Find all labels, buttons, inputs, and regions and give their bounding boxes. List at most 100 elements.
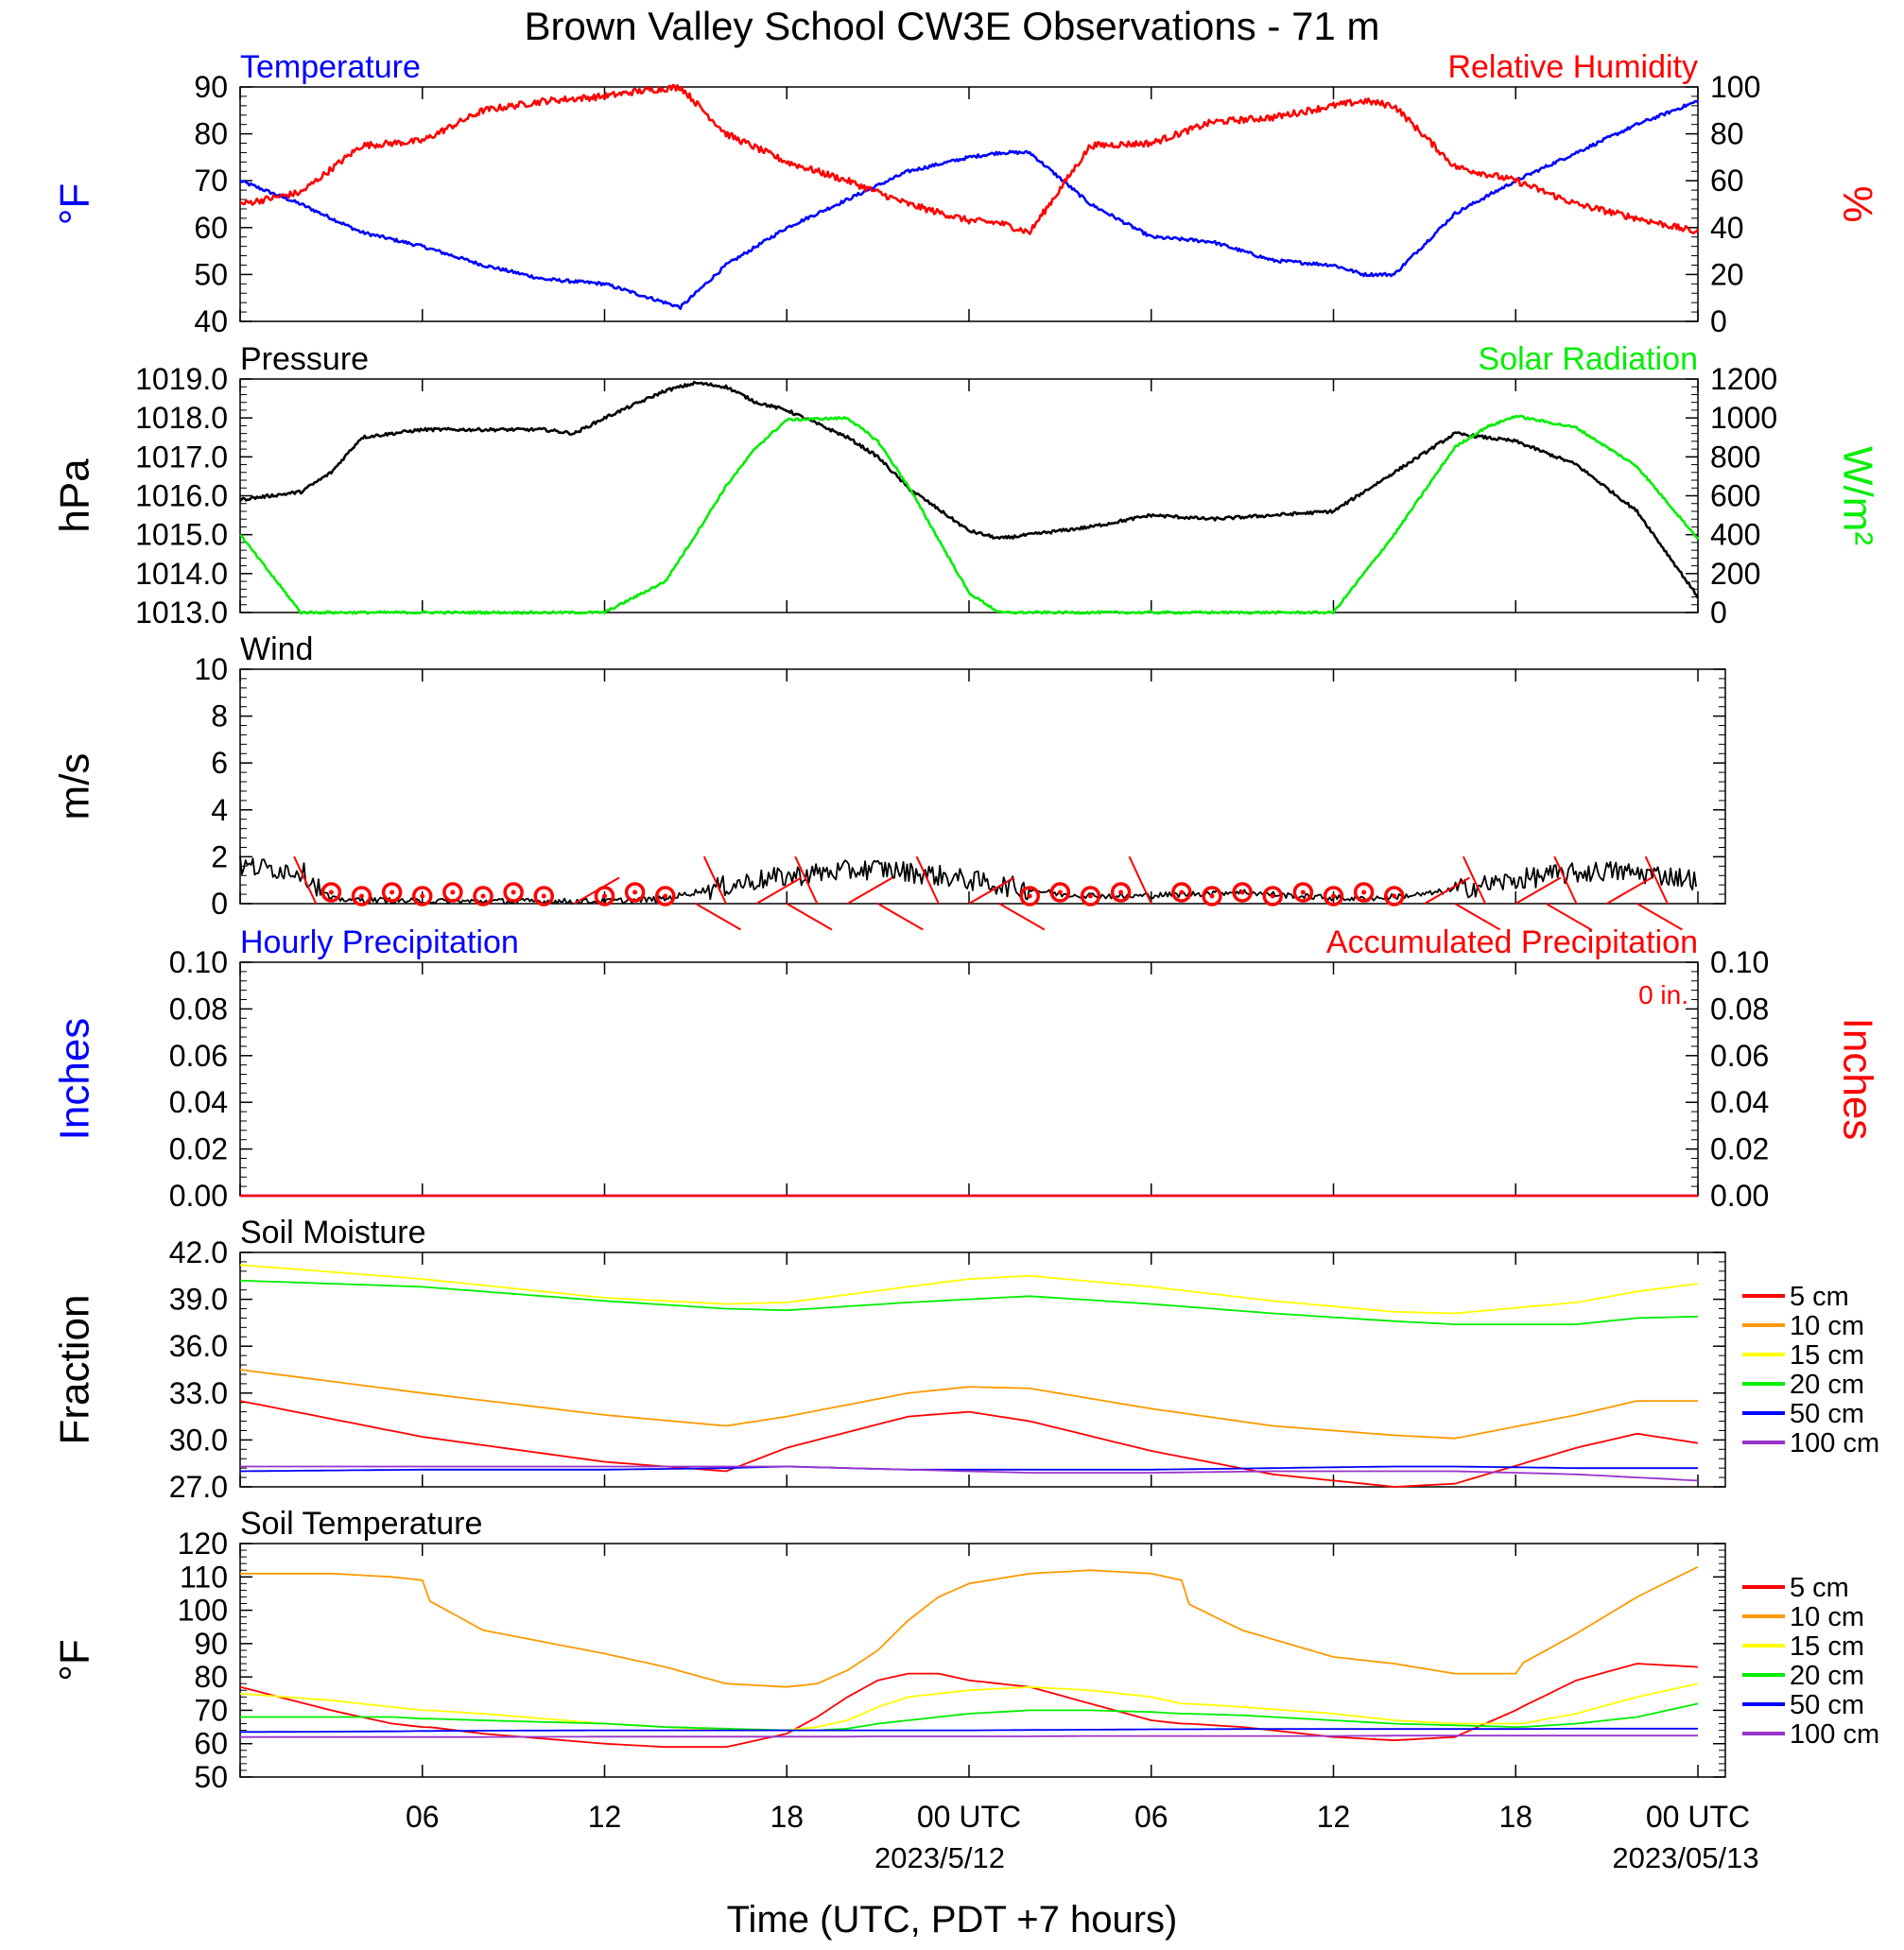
calm-wind-marker-dot (1239, 889, 1245, 895)
panel-frame (239, 1543, 1726, 1778)
left-tick-label: 0.02 (169, 1132, 228, 1166)
left-tick-label: 36.0 (169, 1329, 228, 1363)
calm-wind-marker (533, 886, 554, 906)
calm-wind-marker (1262, 886, 1283, 906)
left-tick-label: 0.00 (169, 1179, 228, 1213)
left-tick-label: 50 (194, 1760, 228, 1794)
legend-entry: 5 cm (1790, 1573, 1849, 1603)
right-tick-label: 20 (1710, 257, 1744, 291)
chart-title: Brown Valley School CW3E Observations - … (525, 4, 1380, 48)
series-line-solar-radiation (239, 414, 1700, 615)
right-tick-label: 40 (1710, 211, 1744, 245)
right-tick-label: 400 (1710, 518, 1760, 552)
legend-entry: 100 cm (1790, 1428, 1879, 1458)
x-axis: 06 12 18 00 UTC 06 12 18 00 UTC 2023/5/12 2023/… (406, 1800, 1759, 1941)
wind-barb (1128, 855, 1152, 905)
calm-wind-marker (412, 886, 433, 906)
right-tick-label: 1200 (1710, 362, 1777, 396)
x-tick-label: 00 UTC (917, 1800, 1021, 1834)
legend-entry: 15 cm (1790, 1340, 1864, 1371)
left-tick-label: 0.04 (169, 1085, 228, 1119)
series-line-pressure (238, 380, 1700, 599)
series-line-10-cm (240, 1565, 1699, 1688)
left-tick-label: 0.08 (169, 992, 228, 1026)
series-line-15-cm (239, 1683, 1699, 1732)
left-tick-label: 120 (178, 1527, 228, 1561)
left-tick-label: 30.0 (169, 1423, 228, 1457)
left-tick-label: 4 (211, 793, 228, 827)
calm-wind-marker-dot (1057, 889, 1063, 895)
series-line-50-cm (239, 1465, 1698, 1473)
left-tick-label: 90 (194, 1627, 228, 1661)
calm-wind-marker (1353, 882, 1375, 903)
panel-right-title: Relative Humidity (1447, 49, 1698, 85)
calm-wind-marker-dot (420, 893, 425, 899)
right-tick-label: 100 (1710, 70, 1760, 104)
calm-wind-marker-dot (359, 893, 364, 899)
left-tick-label: 80 (194, 1660, 228, 1694)
calm-wind-marker-dot (1027, 893, 1032, 899)
wind-barb (1545, 903, 1592, 931)
right-tick-label: 0.02 (1710, 1132, 1769, 1166)
calm-wind-marker (1171, 882, 1192, 903)
wind-barb (573, 876, 620, 905)
calm-wind-marker-dot (1179, 889, 1185, 895)
panel-soil_moisture: 42.0 39.0 36.0 33.0 30.0 27.0 Soil Moisture Fra… (52, 1215, 1879, 1504)
left-tick-label: 110 (180, 1560, 228, 1594)
legend-entry: 20 cm (1790, 1661, 1864, 1691)
calm-wind-marker (1019, 886, 1040, 906)
accumulated-total-label: 0 in. (1638, 980, 1688, 1010)
calm-wind-marker-dot (541, 893, 546, 899)
panel-left-title: Hourly Precipitation (240, 924, 519, 960)
right-tick-label: 0 (1710, 304, 1727, 338)
series-line-5-cm (239, 1400, 1699, 1488)
x-tick-label: 00 UTC (1646, 1800, 1750, 1834)
series-line-5-cm (239, 1663, 1699, 1749)
wind-barb (1553, 855, 1578, 905)
right-tick-label: 200 (1710, 557, 1760, 591)
calm-wind-marker (1080, 886, 1101, 906)
calm-wind-marker (1384, 886, 1405, 906)
panel-left-title: Soil Temperature (240, 1506, 482, 1542)
wind-barb (847, 876, 893, 905)
date-label-2: 2023/05/13 (1612, 1841, 1758, 1874)
calm-wind-marker (594, 886, 615, 906)
wind-barb (1424, 876, 1471, 905)
right-tick-label: 0.04 (1710, 1085, 1769, 1119)
calm-wind-marker-dot (1300, 889, 1306, 895)
right-tick-label: 60 (1710, 164, 1744, 198)
wind-barb (293, 855, 318, 905)
series-line-100-cm (240, 1465, 1699, 1482)
right-tick-label: 0.00 (1710, 1179, 1769, 1213)
series-line-relative-humidity (239, 83, 1700, 235)
panel-left-title: Pressure (240, 341, 369, 377)
panel-right-title: Accumulated Precipitation (1326, 924, 1698, 960)
wind-barb (915, 855, 940, 905)
left-tick-label: 100 (178, 1594, 228, 1628)
left-tick-label: 60 (194, 211, 228, 245)
panel-precipitation: 0.10 0.08 0.06 0.04 0.02 0.00 0.10 0.08 0.06 0.04… (52, 924, 1881, 1213)
left-axis-title: hPa (52, 458, 98, 533)
calm-wind-marker-dot (1392, 893, 1397, 899)
calm-wind-marker (1292, 882, 1314, 903)
left-tick-label: 1015.0 (135, 518, 228, 552)
calm-wind-marker (503, 882, 524, 903)
legend-entry: 50 cm (1790, 1399, 1864, 1429)
wind-barb (1515, 876, 1562, 905)
left-axis-title: m/s (52, 753, 98, 820)
left-tick-label: 1018.0 (135, 401, 228, 435)
calm-wind-marker (624, 882, 646, 903)
panel-left-title: Soil Moisture (240, 1215, 426, 1251)
left-tick-label: 0.10 (169, 945, 228, 979)
wind-barb (877, 903, 924, 931)
calm-wind-marker-dot (602, 893, 607, 899)
calm-wind-marker-dot (1331, 893, 1336, 899)
left-axis-title: Fraction (52, 1295, 98, 1445)
calm-wind-marker-dot (632, 889, 638, 895)
calm-wind-marker-dot (328, 889, 334, 895)
panel-left-title: Wind (240, 631, 313, 667)
